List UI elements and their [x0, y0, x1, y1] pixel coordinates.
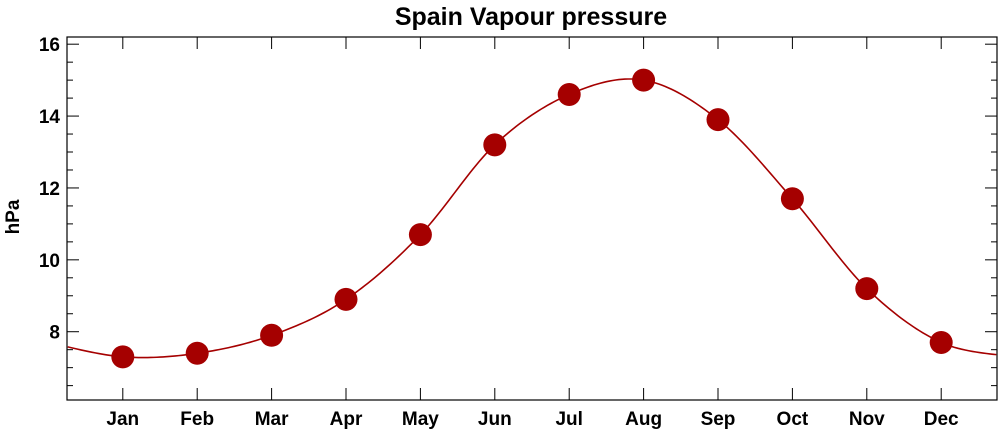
x-tick-label: Nov [849, 409, 885, 430]
data-point-jul [557, 83, 581, 107]
data-point-apr [334, 287, 358, 311]
x-tick-label: Jan [106, 409, 139, 430]
data-point-mar [260, 323, 284, 347]
data-point-jan [111, 345, 135, 369]
x-tick-label: Oct [777, 409, 809, 430]
x-tick-label: Aug [625, 409, 662, 430]
x-tick-label: Dec [924, 409, 959, 430]
x-tick-label: Sep [701, 409, 736, 430]
x-tick-label: Feb [180, 409, 214, 430]
chart-title: Spain Vapour pressure [395, 3, 667, 31]
x-tick-label: Apr [330, 409, 363, 430]
x-tick-label: May [402, 409, 439, 430]
y-tick-label: 10 [39, 251, 60, 272]
y-tick-label: 16 [39, 35, 60, 56]
data-point-dec [929, 330, 953, 354]
series-line [67, 78, 997, 359]
data-point-oct [780, 187, 804, 211]
data-point-aug [632, 68, 656, 92]
x-tick-label: Jun [478, 409, 512, 430]
y-axis-ticks: 8 10 12 14 16 [39, 35, 997, 387]
x-tick-label: Jul [555, 409, 582, 430]
plot-frame [66, 36, 998, 401]
data-point-jun [483, 133, 507, 157]
y-tick-label: 14 [39, 107, 61, 128]
data-point-feb [185, 341, 209, 365]
y-axis-label: hPa [3, 199, 24, 234]
x-tick-label: Mar [255, 409, 289, 430]
y-tick-label: 12 [39, 179, 60, 200]
data-point-sep [706, 108, 730, 132]
x-axis-ticks: Jan Feb Mar Apr May Jun Jul Aug Sep Oct Nov Dec [106, 37, 959, 430]
data-point-nov [855, 277, 879, 301]
y-tick-label: 8 [49, 323, 60, 344]
series-layer [67, 68, 997, 369]
data-point-may [408, 223, 432, 247]
